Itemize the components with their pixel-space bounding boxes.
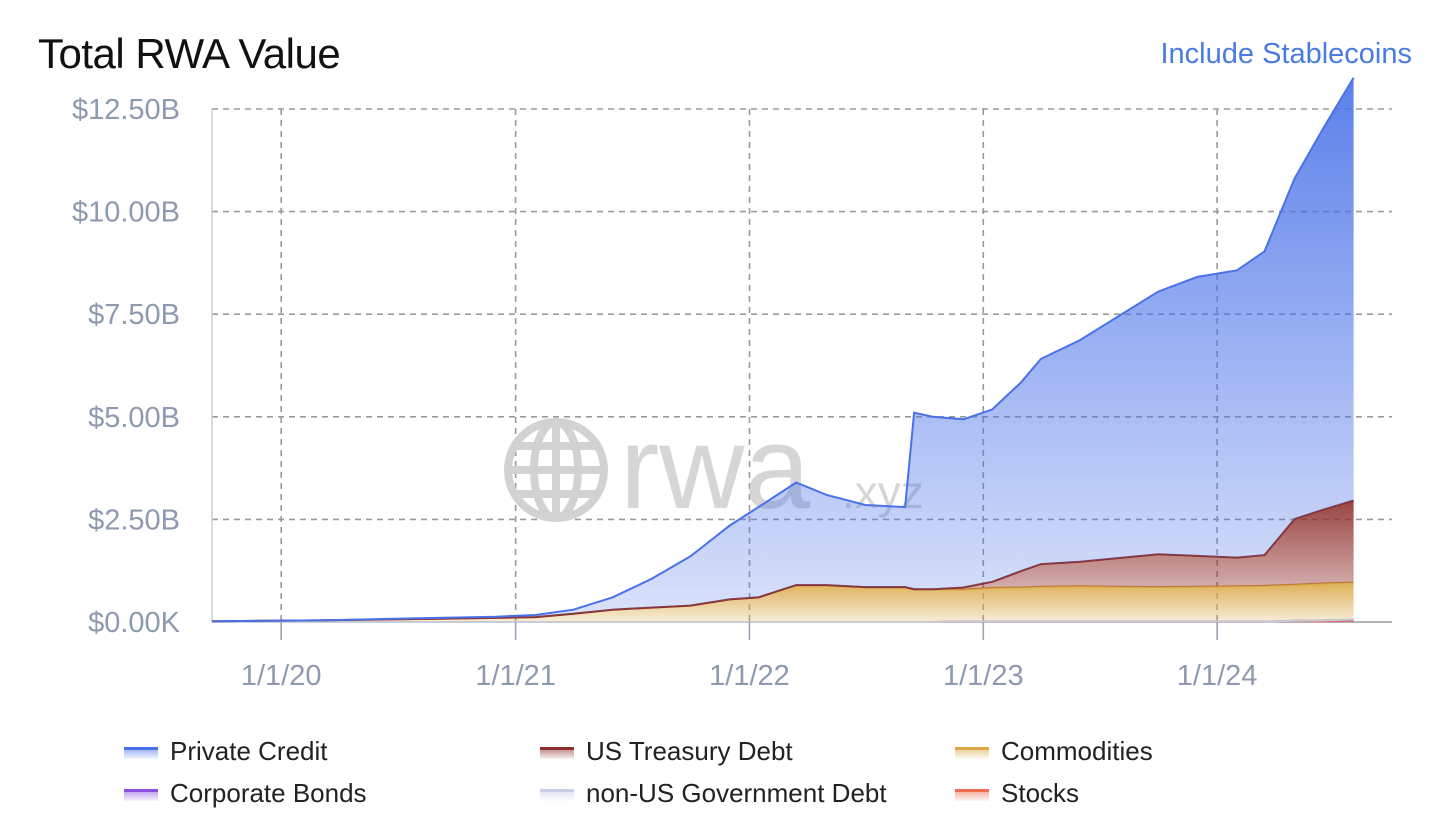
legend-swatch — [540, 789, 574, 801]
x-tick-label: 1/1/21 — [475, 660, 556, 692]
legend-swatch — [124, 789, 158, 801]
y-tick-label: $12.50B — [72, 94, 180, 126]
legend-item[interactable]: Commodities — [955, 736, 1153, 766]
axes: $0.00K $2.50B $5.00B $7.50B $10.00B $12.50B 1/… — [72, 94, 1257, 692]
x-tick-label: 1/1/22 — [709, 660, 790, 692]
legend-item[interactable]: Private Credit — [124, 736, 328, 766]
legend-item[interactable]: US Treasury Debt — [540, 736, 793, 766]
legend-item[interactable]: Corporate Bonds — [124, 778, 367, 808]
legend-item[interactable]: Stocks — [955, 778, 1079, 808]
x-tick-label: 1/1/23 — [943, 660, 1024, 692]
y-tick-label: $10.00B — [72, 197, 180, 229]
y-tick-label: $7.50B — [88, 299, 180, 331]
legend-label: Stocks — [1001, 777, 1080, 808]
legend-swatch — [124, 747, 158, 759]
x-tick-label: 1/1/24 — [1177, 660, 1258, 692]
legend-swatch — [955, 789, 989, 801]
legend-label: non-US Government Debt — [586, 777, 887, 808]
chart-title: Total RWA Value — [38, 30, 341, 77]
legend-label: Commodities — [1001, 735, 1153, 766]
area-commodities — [212, 582, 1354, 622]
legend-swatch — [955, 747, 989, 759]
area-private-credit — [212, 77, 1354, 622]
include-stablecoins-toggle[interactable]: Include Stablecoins — [1160, 38, 1413, 70]
globe-icon — [504, 418, 608, 522]
stacked-areas — [211, 77, 1355, 623]
legend-label: US Treasury Debt — [586, 735, 793, 766]
line-private-credit — [211, 77, 1355, 623]
y-tick-label: $2.50B — [88, 504, 180, 536]
x-tick-label: 1/1/20 — [241, 660, 322, 692]
y-tick-label: $5.00B — [88, 402, 180, 434]
legend-label: Corporate Bonds — [170, 777, 367, 808]
legend-label: Private Credit — [170, 735, 328, 766]
y-tick-label: $0.00K — [88, 607, 181, 639]
area-us-treasury-debt — [212, 500, 1354, 622]
legend-item[interactable]: non-US Government Debt — [540, 778, 887, 808]
legend-swatch — [540, 747, 574, 759]
